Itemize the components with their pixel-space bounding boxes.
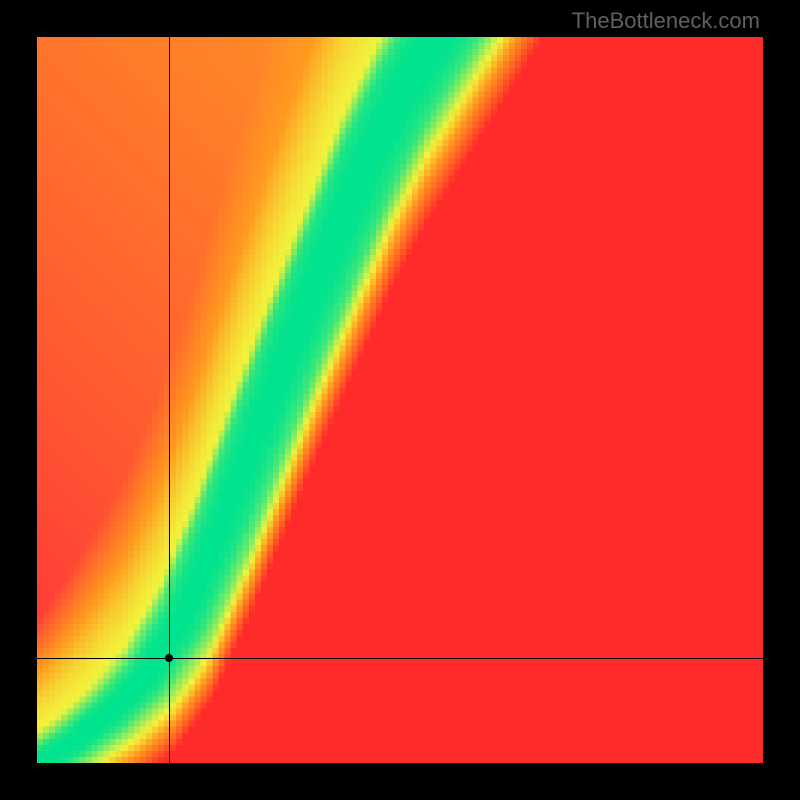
chart-container: TheBottleneck.com: [0, 0, 800, 800]
bottleneck-heatmap: [37, 37, 763, 763]
crosshair-horizontal: [37, 658, 763, 659]
watermark-text: TheBottleneck.com: [572, 8, 760, 34]
